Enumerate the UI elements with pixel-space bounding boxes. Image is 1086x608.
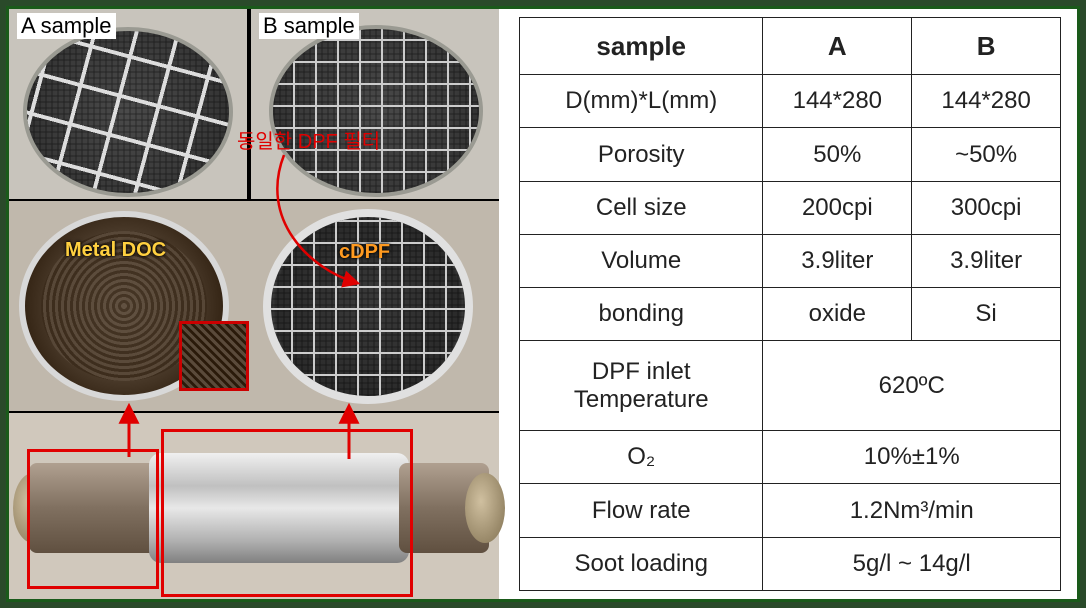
spec-table-panel: sample A B D(mm)*L(mm)144*280144*280Poro… (499, 9, 1077, 599)
value-b-cell: 300cpi (912, 181, 1061, 234)
value-a-cell: oxide (763, 288, 912, 341)
merged-cell: 620ºC (763, 341, 1061, 431)
merged-cell: 1.2Nm³/min (763, 484, 1061, 537)
header-sample: sample (520, 18, 763, 75)
mid-row: Metal DOC cDPF (9, 201, 499, 411)
table-row: Porosity50%~50% (520, 128, 1061, 181)
figure-container: A sample B sample 동일한 DPF 필터 Metal DOC c… (6, 6, 1080, 602)
param-cell: Porosity (520, 128, 763, 181)
table-row: bondingoxideSi (520, 288, 1061, 341)
photo-collage: A sample B sample 동일한 DPF 필터 Metal DOC c… (9, 9, 499, 599)
sample-a-photo: A sample (9, 9, 249, 199)
value-a-cell: 144*280 (763, 75, 912, 128)
header-a: A (763, 18, 912, 75)
cdpf-photo (263, 209, 473, 404)
table-row: Flow rate1.2Nm³/min (520, 484, 1061, 537)
table-row: Volume3.9liter3.9liter (520, 234, 1061, 287)
value-b-cell: Si (912, 288, 1061, 341)
merged-cell: 10%±1% (763, 431, 1061, 484)
table-row: DPF inlet Temperature620ºC (520, 341, 1061, 431)
param-cell: O₂ (520, 431, 763, 484)
param-cell: Soot loading (520, 537, 763, 590)
value-a-cell: 200cpi (763, 181, 912, 234)
merged-cell: 5g/l ~ 14g/l (763, 537, 1061, 590)
doc-inset (179, 321, 249, 391)
value-a-cell: 3.9liter (763, 234, 912, 287)
metal-doc-label: Metal DOC (65, 239, 166, 262)
table-header-row: sample A B (520, 18, 1061, 75)
cdpf-label: cDPF (339, 241, 390, 264)
table-row: O₂10%±1% (520, 431, 1061, 484)
korean-caption: 동일한 DPF 필터 (237, 125, 380, 154)
param-cell: Cell size (520, 181, 763, 234)
sample-a-label: A sample (17, 13, 116, 39)
value-b-cell: 3.9liter (912, 234, 1061, 287)
param-cell: D(mm)*L(mm) (520, 75, 763, 128)
param-cell: Volume (520, 234, 763, 287)
sample-b-label: B sample (259, 13, 359, 39)
header-b: B (912, 18, 1061, 75)
value-a-cell: 50% (763, 128, 912, 181)
param-cell: bonding (520, 288, 763, 341)
callout-box-doc (27, 449, 159, 589)
param-cell: Flow rate (520, 484, 763, 537)
spec-table: sample A B D(mm)*L(mm)144*280144*280Poro… (519, 17, 1061, 591)
value-b-cell: ~50% (912, 128, 1061, 181)
value-b-cell: 144*280 (912, 75, 1061, 128)
table-row: D(mm)*L(mm)144*280144*280 (520, 75, 1061, 128)
callout-box-dpf (161, 429, 413, 597)
param-cell: DPF inlet Temperature (520, 341, 763, 431)
sample-b-photo: B sample (251, 9, 499, 199)
table-row: Cell size200cpi300cpi (520, 181, 1061, 234)
table-row: Soot loading5g/l ~ 14g/l (520, 537, 1061, 590)
